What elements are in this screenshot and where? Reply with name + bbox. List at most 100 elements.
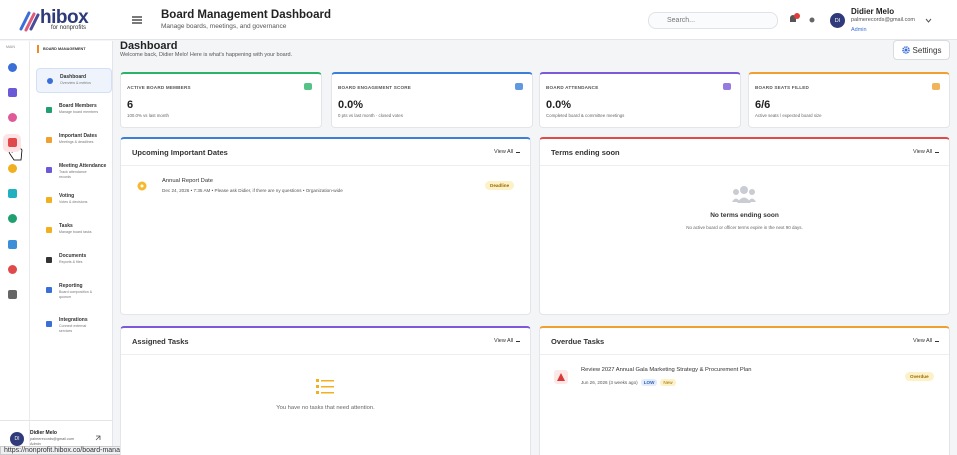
overdue-badge: Overdue — [905, 372, 934, 381]
date-title[interactable]: Annual Report Date — [162, 178, 213, 184]
nav-title: Reporting — [59, 283, 83, 289]
rail-icon — [7, 163, 17, 173]
upcoming-panel — [120, 137, 531, 315]
overdue-meta: Jun 26, 2026 (3 weeks ago) LOW New — [581, 379, 676, 386]
rail-button[interactable] — [3, 159, 21, 177]
rail-button[interactable] — [3, 286, 21, 304]
logout-icon[interactable] — [95, 435, 101, 441]
nav-title: Integrations — [59, 317, 88, 323]
user-avatar[interactable]: DI — [830, 13, 845, 28]
nav-icon — [46, 107, 52, 113]
notification-bell[interactable] — [787, 13, 801, 25]
stat-label: BOARD ENGAGEMENT SCORE — [338, 85, 412, 90]
rail-icon — [7, 138, 17, 148]
header-title: Board Management Dashboard — [161, 9, 331, 21]
stat-label: BOARD ATTENDANCE — [546, 85, 599, 90]
view-all-arrow — [935, 341, 939, 342]
stat-value: 6/6 — [755, 99, 771, 111]
rail-button[interactable] — [3, 58, 21, 76]
nav-subtitle: Connect external services — [59, 324, 87, 333]
logo-tagline: for nonprofits — [51, 25, 87, 31]
priority-badge: LOW — [640, 379, 658, 386]
overdue-date: Jun 26, 2026 (3 weeks ago) — [581, 380, 638, 385]
nav-item[interactable]: Board Members Manage board members — [36, 98, 112, 122]
nav-subtitle: Meetings & deadlines — [59, 140, 94, 144]
view-all-link[interactable]: View All — [494, 338, 514, 344]
overdue-icon — [557, 373, 565, 381]
nav-title: Board Members — [59, 103, 97, 109]
panel-divider — [121, 165, 530, 166]
view-all-link[interactable]: View All — [494, 149, 514, 155]
nav-item[interactable]: Reporting Board composition & quorum — [36, 278, 112, 302]
nav-item[interactable]: Important Dates Meetings & deadlines — [36, 128, 112, 152]
rail-button[interactable] — [3, 185, 21, 203]
page-title: Dashboard — [120, 40, 178, 52]
panel-title: Assigned Tasks — [132, 337, 189, 346]
sidebar-user-role: Admin — [30, 442, 41, 446]
stat-card: BOARD SEATS FILLED 6/6 Active seats / expe… — [748, 72, 950, 128]
rail-button[interactable] — [3, 210, 21, 228]
menu-button[interactable] — [132, 15, 142, 25]
search-box[interactable]: Search... — [648, 12, 778, 29]
stat-note: 0 pts vs last month · closed votes — [338, 113, 403, 118]
stat-value: 6 — [127, 99, 134, 111]
rail-icon — [7, 113, 17, 123]
view-all-arrow — [935, 152, 939, 153]
logo-name[interactable]: hibox — [40, 7, 89, 28]
user-menu-chevron[interactable] — [925, 18, 932, 23]
overdue-task-title[interactable]: Review 2027 Annual Gala Marketing Strate… — [581, 367, 752, 373]
nav-item[interactable]: Meeting Attendance Track attendance recor… — [36, 158, 112, 182]
stat-card: BOARD ENGAGEMENT SCORE 0.0% 0 pts vs last … — [331, 72, 533, 128]
status-badge: New — [660, 379, 676, 386]
rail-icon — [7, 290, 17, 300]
rail-button[interactable] — [3, 133, 21, 152]
view-all-link[interactable]: View All — [913, 338, 933, 344]
view-all-link[interactable]: View All — [913, 149, 933, 155]
panel-title: Overdue Tasks — [551, 337, 605, 346]
status-dot — [809, 17, 815, 23]
nav-item[interactable]: Voting Votes & decisions — [36, 188, 112, 212]
nav-subtitle: Track attendance records — [59, 170, 87, 179]
nav-title: Tasks — [59, 223, 73, 229]
rail-icon — [7, 239, 17, 249]
header — [0, 0, 957, 40]
settings-icon — [901, 46, 910, 54]
sidebar — [30, 41, 113, 455]
nav-item[interactable]: Documents Reports & files — [36, 248, 112, 272]
assigned-panel — [120, 326, 531, 455]
nav-icon — [46, 321, 52, 327]
stat-value: 0.0% — [338, 99, 364, 111]
nav-item[interactable]: Tasks Manage board tasks — [36, 218, 112, 242]
rail-icon — [7, 87, 17, 97]
panel-divider — [121, 354, 530, 355]
user-name: Didier Melo — [851, 7, 895, 16]
nav-icon — [46, 227, 52, 233]
nav-icon — [46, 197, 52, 203]
nav-item[interactable]: Dashboard Overview & metrics — [36, 68, 112, 93]
nav-subtitle: Manage board members — [59, 110, 99, 114]
stat-card: BOARD ATTENDANCE 0.0% Completed board & co… — [539, 72, 741, 128]
settings-button[interactable]: Settings — [893, 40, 950, 60]
rail-button[interactable] — [3, 260, 21, 278]
page-welcome: Welcome back, Didier Melo! Here is what'… — [120, 52, 293, 58]
nav-icon — [46, 167, 52, 173]
rail-button[interactable] — [3, 83, 21, 101]
nav-item[interactable]: Integrations Connect external services — [36, 312, 112, 336]
stat-note: Completed board & committee meetings — [546, 113, 625, 118]
rail-button[interactable] — [3, 109, 21, 127]
nav-icon — [46, 287, 52, 293]
rail-icon — [7, 214, 17, 224]
panel-title: Upcoming Important Dates — [132, 148, 228, 157]
view-all-arrow — [516, 341, 520, 342]
nav-title: Important Dates — [59, 133, 98, 139]
nav-subtitle: Reports & files — [59, 260, 83, 264]
stat-note: 100.0% vs last month — [127, 113, 169, 118]
date-icon — [137, 181, 147, 191]
rail-section: MAIN — [6, 45, 15, 49]
stat-note: Active seats / expected board size — [755, 113, 822, 118]
sidebar-user-name: Didier Melo — [30, 430, 57, 436]
sidebar-avatar[interactable]: DI — [10, 432, 24, 446]
stat-label: BOARD SEATS FILLED — [755, 85, 810, 90]
rail-button[interactable] — [3, 235, 21, 253]
